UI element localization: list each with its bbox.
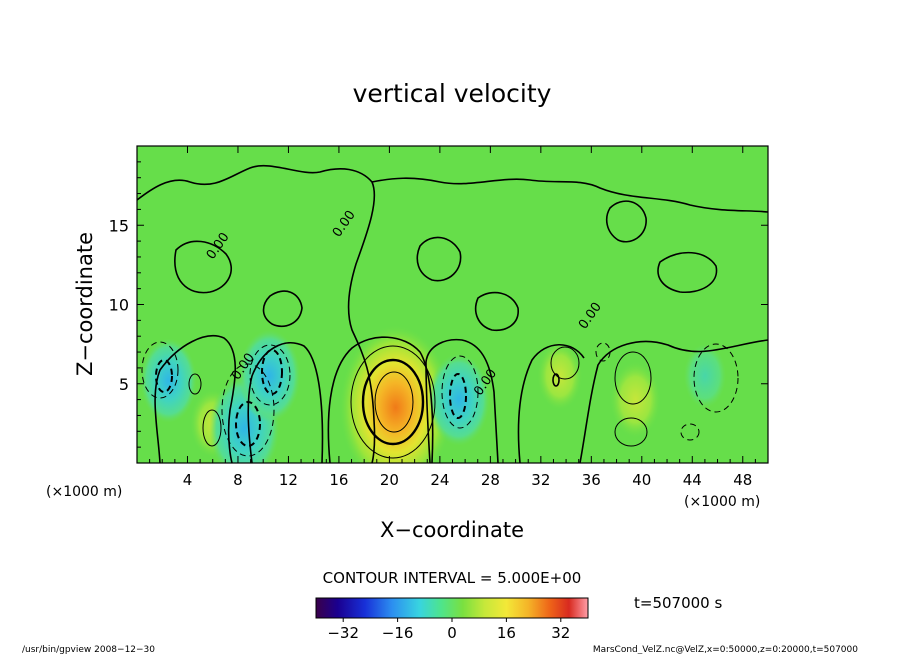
- updraft-shading: [610, 361, 661, 438]
- colorbar-tick-label: −16: [382, 624, 414, 642]
- positive-contour: [202, 409, 222, 447]
- negative-contour: [249, 344, 291, 406]
- x-tick-label: 44: [683, 471, 702, 489]
- zero-contour: [605, 200, 647, 243]
- footer-left: /usr/bin/gpview 2008−12−30: [22, 645, 155, 654]
- x-tick-label: 12: [279, 471, 298, 489]
- zero-contour: [262, 290, 303, 328]
- positive-contour: [374, 371, 414, 433]
- x-unit-left: (×1000 m): [46, 484, 122, 500]
- zero-contour: [416, 236, 462, 282]
- downdraft-shading: [238, 329, 301, 422]
- x-axis-label: X−coordinate: [380, 518, 524, 542]
- downdraft-shading: [140, 338, 197, 423]
- negative-contour: [261, 349, 283, 395]
- x-tick-label: 36: [582, 471, 601, 489]
- x-unit-right: (×1000 m): [684, 494, 760, 510]
- x-tick-label: 4: [183, 471, 193, 489]
- downdraft-shading: [428, 353, 490, 446]
- x-tick-label: 48: [733, 471, 752, 489]
- zero-contour: [327, 336, 434, 463]
- positive-contour: [614, 417, 648, 447]
- positive-contour: [361, 358, 425, 446]
- zero-contour: [657, 251, 718, 293]
- y-axis-label: Z−coordinate: [73, 232, 97, 376]
- downdraft-shading: [683, 343, 726, 408]
- negative-contour: [441, 355, 479, 429]
- zero-contour: [517, 344, 585, 463]
- zero-contour: [371, 177, 768, 213]
- x-tick-label: 16: [329, 471, 348, 489]
- zero-contour: [425, 338, 499, 463]
- negative-contour: [155, 359, 173, 393]
- colorbar: [315, 597, 589, 619]
- y-tick-label: 15: [109, 216, 129, 235]
- time-label: t=507000 s: [634, 594, 722, 612]
- colorbar-tick-label: 32: [551, 624, 570, 642]
- x-tick-label: 24: [430, 471, 449, 489]
- x-tick-label: 20: [380, 471, 399, 489]
- negative-contour: [235, 401, 261, 447]
- negative-contour: [595, 342, 611, 362]
- negative-contour: [449, 373, 467, 419]
- x-tick-label: 8: [233, 471, 243, 489]
- zero-contour: [247, 341, 324, 463]
- zero-contour: [154, 335, 237, 463]
- y-tick-label: 10: [109, 296, 129, 315]
- colorbar-tick-label: −32: [327, 624, 359, 642]
- positive-contour: [188, 373, 202, 395]
- x-tick-label: 28: [481, 471, 500, 489]
- negative-contour: [693, 343, 739, 413]
- negative-contour: [680, 423, 700, 441]
- updraft-shading: [537, 341, 583, 410]
- negative-contour: [221, 363, 275, 457]
- x-tick-label: 32: [531, 471, 550, 489]
- contour-interval: CONTOUR INTERVAL = 5.000E+00: [323, 569, 582, 587]
- footer-right: MarsCond_VelZ.nc@VelZ,x=0:50000,z=0:2000…: [593, 645, 858, 654]
- colorbar-tick-label: 16: [497, 624, 516, 642]
- positive-contour: [614, 351, 652, 405]
- zero-contour: [174, 240, 232, 294]
- y-tick-label: 5: [119, 375, 129, 394]
- zero-contour: [579, 339, 768, 463]
- plot-area: 0.000.000.00 0.000.00 4 8 12 16 20 24 28 32 36 40 4…: [109, 145, 769, 489]
- positive-contour: [552, 373, 560, 387]
- chart-title: vertical velocity: [353, 79, 552, 108]
- positive-contour: [550, 346, 580, 380]
- negative-contour: [141, 341, 179, 399]
- colorbar-tick-label: 0: [447, 624, 457, 642]
- zero-contour: [474, 291, 519, 332]
- positive-contour: [350, 345, 436, 459]
- x-tick-label: 40: [632, 471, 651, 489]
